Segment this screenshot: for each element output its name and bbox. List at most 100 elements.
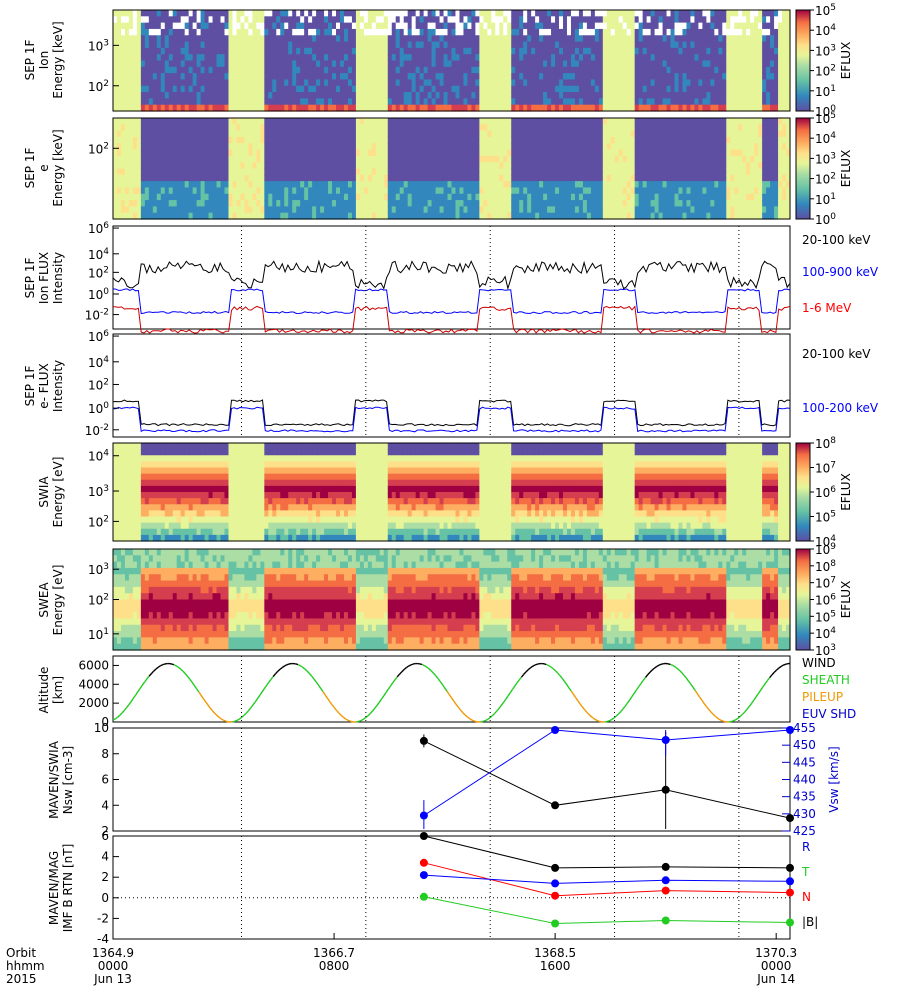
heat-cell [332,73,337,81]
heat-cell [120,73,126,81]
heat-cell [690,10,696,17]
heat-cell [308,85,313,93]
heat-cell [443,155,449,163]
heat-cell [156,174,162,182]
heat-cell [204,60,210,68]
heat-cell [168,60,174,68]
heat-cell [706,10,711,17]
heat-cell [300,212,305,220]
heat-cell [491,60,496,68]
heat-cell [320,174,325,182]
heat-cell [328,149,333,157]
heat-cell [140,124,146,132]
heat-cell [324,174,329,182]
heat-cell [308,35,313,43]
heat-cell [168,79,174,87]
heat-cell [172,60,178,68]
heat-cell [435,149,441,157]
heat-cell [471,200,476,207]
heat-cell [666,35,672,43]
heat-cell [682,35,688,43]
heat-cell [248,149,253,157]
heat-cell [312,193,317,201]
heat-cell [240,98,246,106]
heat-cell [152,187,158,195]
heat-cell [343,22,349,30]
heat-cell [312,98,317,106]
heat-cell [419,118,425,125]
heat-cell [399,92,405,99]
heat-cell [363,168,369,176]
heat-cell [638,200,644,207]
heat-cell [614,193,620,201]
heat-cell [320,143,325,151]
heat-cell [566,130,572,138]
heat-cell [439,98,445,106]
heat-cell [268,73,273,81]
heat-cell [670,47,676,55]
heat-cell [379,10,385,17]
heat-cell [439,149,445,157]
heat-cell [754,41,759,49]
heat-cell [228,168,234,176]
heat-cell [423,41,429,49]
heat-cell [320,92,325,99]
heat-cell [176,118,182,125]
heat-cell [646,92,652,99]
heat-cell [630,212,636,220]
heat-cell [427,124,433,132]
heat-cell [196,60,202,68]
heat-cell [654,212,660,220]
heat-cell [324,35,329,43]
heat-cell [113,85,118,93]
heat-cell [332,181,337,189]
heat-cell [415,181,421,189]
heat-cell [527,181,532,189]
heat-cell [547,193,552,201]
heat-cell [714,79,719,87]
heat-cell [658,193,664,201]
heat-cell [395,85,401,93]
heat-cell [407,155,413,163]
heat-cell [280,187,285,195]
heat-cell [718,85,723,93]
heat-cell [224,73,230,81]
heat-cell [172,104,178,112]
heat-cell [407,206,413,214]
heat-cell [519,16,524,24]
heat-cell [566,149,572,157]
heat-cell [471,118,476,125]
heat-cell [387,168,393,176]
heat-cell [507,149,512,157]
heat-cell [256,130,261,138]
heat-cell [523,155,528,163]
heat-cell [351,212,357,220]
heat-cell [136,66,142,74]
heat-cell [240,22,246,30]
heat-cell [491,28,496,36]
heat-cell [483,124,488,132]
heat-cell [256,136,261,144]
heat-cell [495,212,500,220]
heat-cell [336,60,341,68]
heat-cell [148,35,154,43]
heat-cell [618,143,624,151]
heat-cell [280,212,285,220]
heat-cell [240,174,246,182]
heat-cell [578,206,584,214]
heat-cell [236,162,242,170]
heat-cell [144,22,150,30]
heat-cell [646,143,652,151]
heat-cell [570,130,576,138]
heat-cell [296,149,301,157]
heat-cell [252,60,257,68]
heat-cell [160,187,166,195]
heat-cell [216,35,222,43]
heat-cell [634,28,640,36]
heat-cell [606,79,612,87]
heat-cell [152,136,158,144]
heat-cell [666,174,672,182]
heat-cell [678,79,684,87]
heat-cell [379,92,385,99]
heat-cell [606,200,612,207]
